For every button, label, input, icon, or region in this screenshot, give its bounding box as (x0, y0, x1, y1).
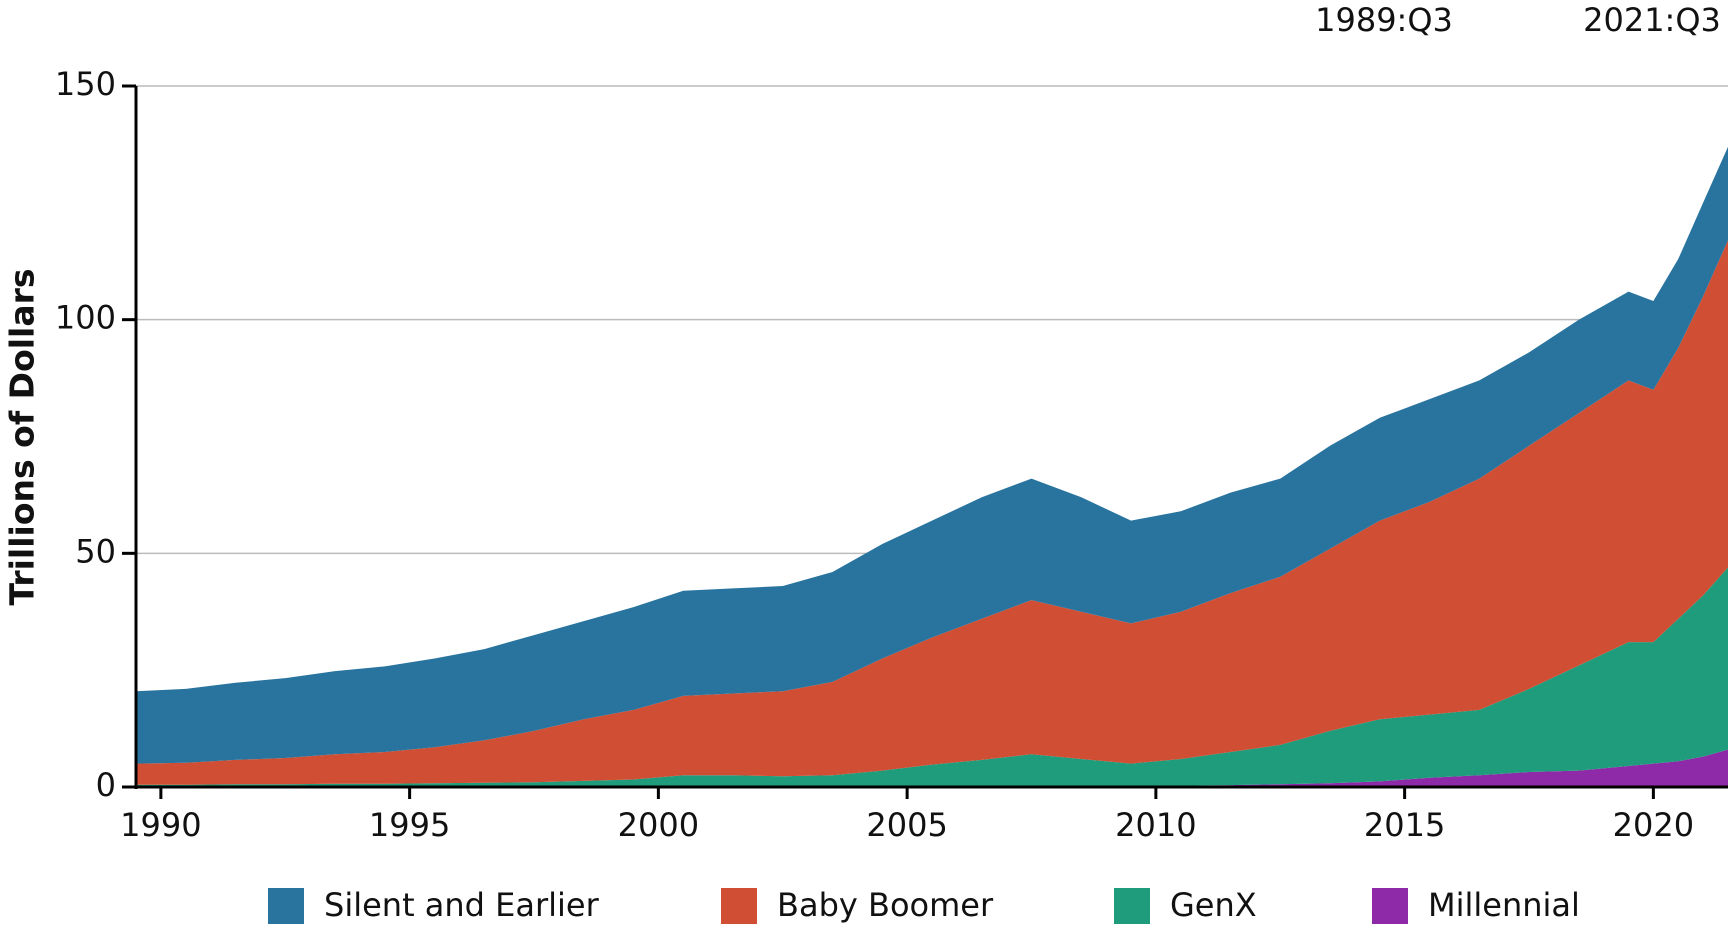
area (136, 146, 1728, 764)
y-tick-label: 100 (55, 299, 116, 337)
legend-label: Silent and Earlier (324, 886, 600, 924)
y-tick-label: 50 (75, 532, 116, 570)
x-tick-label: 2005 (866, 806, 947, 844)
x-tick-label: 2000 (618, 806, 699, 844)
y-tick-label: 150 (55, 65, 116, 103)
annotation: 2021:Q3 (1583, 1, 1721, 39)
legend-swatch (1114, 888, 1150, 924)
legend-swatch (1372, 888, 1408, 924)
legend-label: GenX (1170, 886, 1257, 924)
legend-label: Millennial (1428, 886, 1580, 924)
x-tick-label: 2010 (1115, 806, 1196, 844)
legend-label: Baby Boomer (777, 886, 994, 924)
legend-swatch (721, 888, 757, 924)
x-tick-label: 2020 (1613, 806, 1694, 844)
y-axis-label: Trillions of Dollars (3, 268, 42, 605)
x-tick-label: 2015 (1364, 806, 1445, 844)
x-tick-label: 1995 (369, 806, 450, 844)
area (136, 749, 1728, 787)
area (136, 567, 1728, 787)
annotation: 1989:Q3 (1315, 1, 1453, 39)
legend-swatch (268, 888, 304, 924)
x-tick-label: 1990 (120, 806, 201, 844)
area (136, 240, 1728, 785)
y-tick-label: 0 (96, 766, 116, 804)
